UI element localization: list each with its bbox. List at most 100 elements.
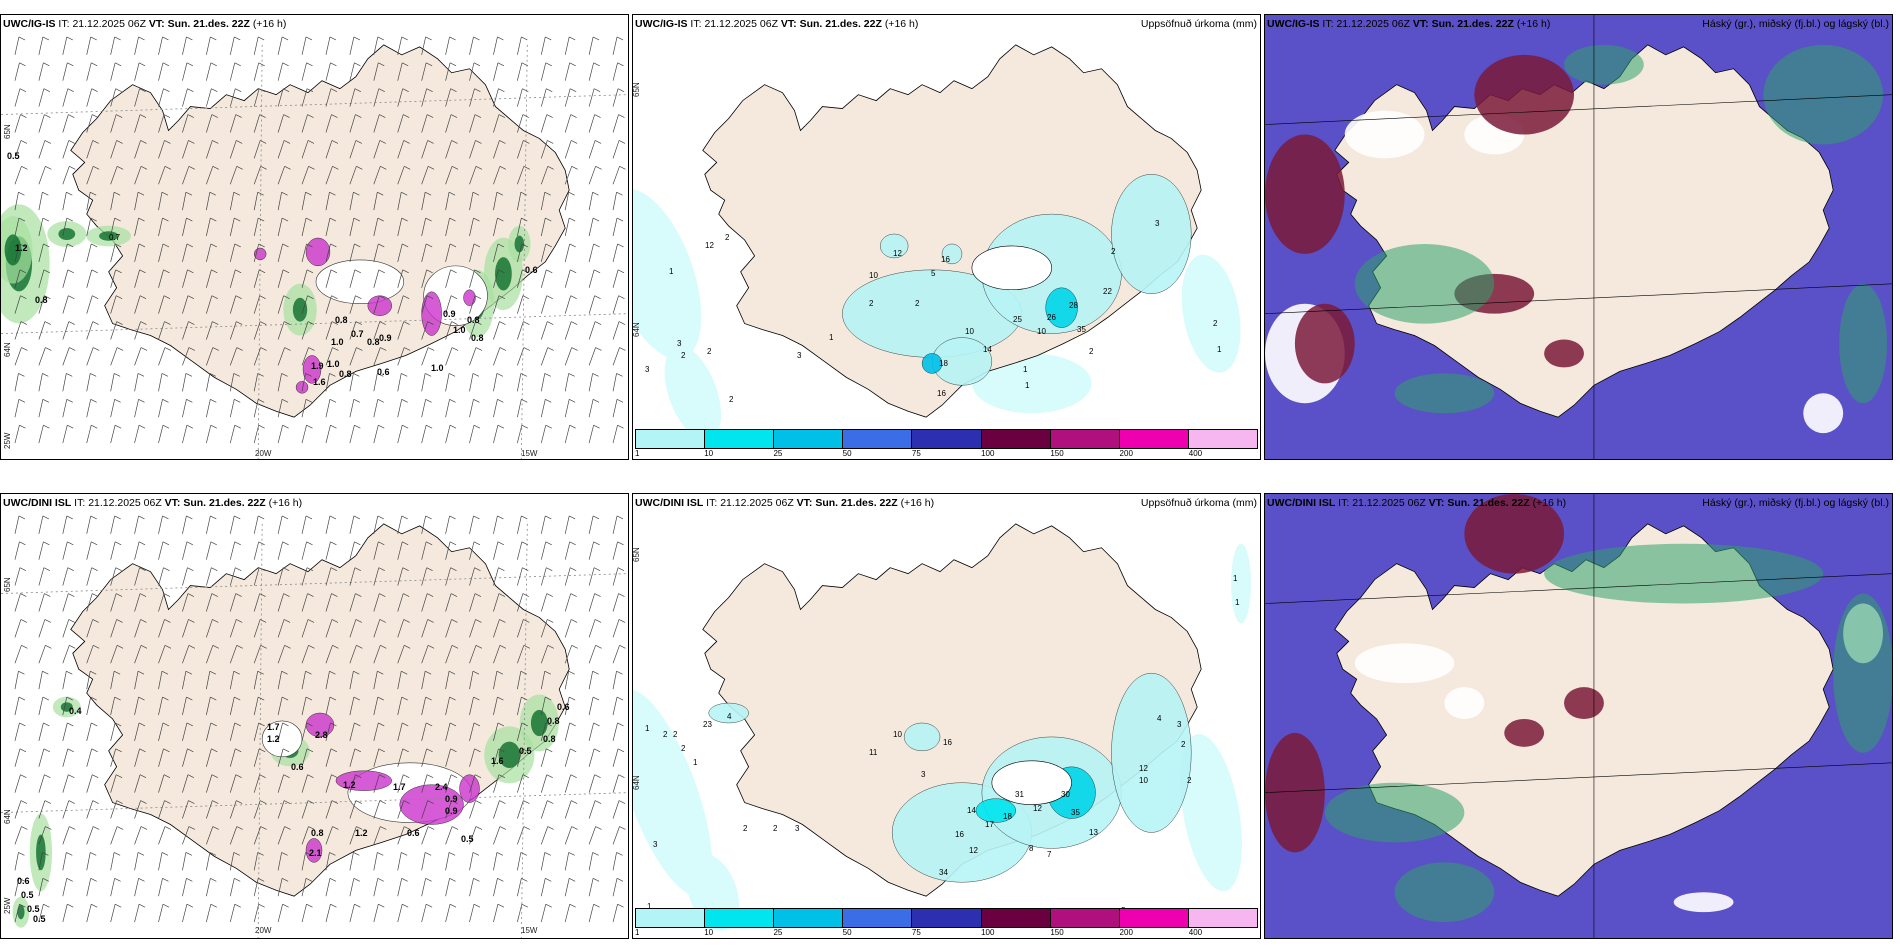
wind-barb	[277, 140, 285, 159]
wind-barb-flag	[210, 62, 217, 67]
wind-barb	[134, 425, 140, 444]
wind-barb-flag	[497, 541, 505, 546]
wind-barb-flag	[617, 541, 624, 546]
wind-barb-flag	[211, 748, 218, 753]
wind-barb-flag	[140, 826, 148, 830]
wind-barb-flag	[67, 722, 74, 727]
wind-barb	[62, 515, 68, 534]
wind-barb-flag	[43, 541, 50, 546]
wind-barb	[14, 373, 19, 392]
vt-value: Sun. 21.des. 22Z	[1447, 497, 1530, 509]
wind-barb	[540, 425, 547, 444]
wind-barb-flag	[282, 62, 289, 67]
wind-barb	[62, 114, 69, 133]
wind-barb-flag	[379, 619, 386, 623]
map-layer	[633, 44, 1241, 441]
vt-value: Sun. 21.des. 22Z	[167, 18, 250, 30]
wind-barb	[86, 114, 93, 133]
wind-barb	[421, 88, 427, 107]
cloud-high	[1354, 243, 1495, 324]
wind-barb-flag	[67, 567, 74, 571]
wind-barb-flag	[114, 217, 121, 222]
wind-barb-flag	[448, 191, 456, 196]
wind-barb-flag	[545, 903, 552, 908]
wind-barb	[612, 697, 618, 716]
wind-barb-flag	[426, 593, 434, 597]
colorbar-segment	[636, 430, 706, 448]
wind-barb-flag	[258, 424, 265, 429]
wind-barb-flag	[571, 826, 578, 830]
wind-barb-flag	[401, 191, 408, 196]
wind-barb	[206, 671, 211, 690]
wind-barb	[397, 697, 403, 716]
wind-barb	[277, 243, 283, 262]
wind-barb	[397, 541, 403, 560]
wind-barb	[14, 593, 21, 612]
wind-barb-flag	[474, 567, 481, 571]
wind-barb-flag	[258, 36, 265, 41]
wind-barb	[445, 852, 450, 871]
wind-barb	[540, 36, 546, 55]
wind-barb-flag	[42, 877, 50, 882]
wind-barb-flag	[236, 321, 243, 325]
wind-barb-flag	[139, 748, 146, 753]
colorbar-segment	[705, 430, 775, 448]
value-label: 1	[693, 758, 698, 767]
wind-barb-flag	[43, 567, 51, 571]
wind-barb-flag	[472, 670, 480, 675]
wind-barb-flag	[236, 645, 243, 649]
wind-barb	[493, 800, 500, 819]
wind-barb	[421, 697, 426, 716]
wind-barb-flag	[91, 903, 98, 908]
wind-barb-flag	[449, 722, 457, 727]
wind-barb-flag	[188, 166, 196, 170]
value-label: 7	[1047, 850, 1052, 859]
wind-barb-flag	[210, 424, 217, 429]
colorbar-segment	[1188, 430, 1257, 448]
wind-barb-flag	[546, 567, 553, 571]
wind-barb	[469, 826, 477, 845]
wind-barb	[253, 269, 260, 288]
wind-barb-flag	[92, 321, 99, 325]
it-value: 21.12.2025 06Z	[72, 18, 146, 30]
wind-barb-flag	[402, 424, 409, 429]
wind-barb	[229, 774, 237, 793]
wind-barb	[469, 567, 475, 586]
wind-barb-flag	[260, 645, 267, 649]
wind-barb	[564, 114, 572, 133]
wind-barb	[206, 218, 211, 237]
wind-barb	[158, 619, 165, 638]
wind-barb-flag	[571, 347, 578, 351]
wind-barb	[349, 269, 356, 288]
wind-barb-flag	[522, 774, 529, 779]
wind-barb	[206, 515, 211, 534]
wind-barb-flag	[544, 373, 551, 377]
wind-barb-flag	[331, 140, 339, 144]
clear-sky	[1354, 643, 1455, 684]
wind-barb	[325, 852, 330, 871]
wind-barb	[325, 347, 333, 366]
wind-barb	[206, 347, 214, 366]
colorbar-segment	[912, 909, 982, 927]
wind-barb-flag	[547, 800, 554, 804]
colorbar-segment	[843, 909, 913, 927]
wind-barb	[253, 722, 260, 741]
wind-barb-flag	[211, 593, 218, 597]
wind-barb	[325, 269, 332, 288]
wind-barb-flag	[138, 243, 146, 248]
value-label: 2	[729, 395, 734, 404]
wind-barb	[349, 166, 357, 185]
wind-barb	[540, 515, 546, 534]
wind-barb	[325, 619, 333, 638]
wind-barb	[588, 399, 594, 418]
wind-barb-flag	[235, 774, 242, 779]
wind-barb-flag	[235, 295, 242, 300]
map-precip-igis	[633, 44, 1241, 441]
wind-barb	[86, 373, 91, 392]
wind-barb-flag	[236, 800, 243, 804]
wind-barb-flag	[234, 877, 241, 882]
wind-barb	[110, 515, 115, 534]
wind-barb	[493, 347, 501, 366]
wind-barb-flag	[234, 903, 241, 908]
wind-barb	[14, 800, 22, 819]
